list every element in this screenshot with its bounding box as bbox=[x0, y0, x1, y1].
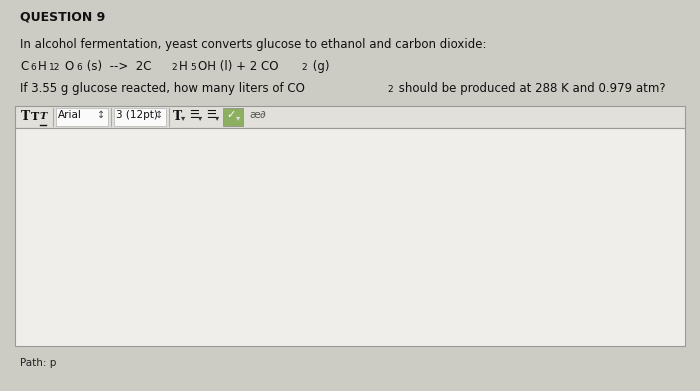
Text: C: C bbox=[20, 60, 28, 73]
Text: 5: 5 bbox=[190, 63, 196, 72]
Text: Path: p: Path: p bbox=[20, 358, 57, 368]
Text: 3 (12pt): 3 (12pt) bbox=[116, 110, 158, 120]
Text: ✓: ✓ bbox=[226, 110, 235, 120]
Text: ▾: ▾ bbox=[198, 113, 202, 122]
Text: QUESTION 9: QUESTION 9 bbox=[20, 10, 105, 23]
Text: ↕: ↕ bbox=[97, 110, 105, 120]
Bar bbox=[223, 108, 243, 126]
Text: OH (l) + 2 CO: OH (l) + 2 CO bbox=[197, 60, 278, 73]
Text: H: H bbox=[38, 60, 47, 73]
Bar bbox=[114, 108, 166, 126]
Text: ▾: ▾ bbox=[215, 113, 219, 122]
Text: T: T bbox=[31, 111, 39, 122]
Text: 2: 2 bbox=[302, 63, 307, 72]
Text: ☰: ☰ bbox=[206, 110, 216, 120]
Text: O: O bbox=[64, 60, 74, 73]
Text: In alcohol fermentation, yeast converts glucose to ethanol and carbon dioxide:: In alcohol fermentation, yeast converts … bbox=[20, 38, 486, 51]
Text: T: T bbox=[173, 110, 182, 123]
Text: (s)  -->  2C: (s) --> 2C bbox=[83, 60, 152, 73]
Text: T: T bbox=[40, 112, 48, 121]
Text: ∂: ∂ bbox=[259, 110, 265, 120]
Text: 6: 6 bbox=[76, 63, 82, 72]
Text: If 3.55 g glucose reacted, how many liters of CO: If 3.55 g glucose reacted, how many lite… bbox=[20, 82, 305, 95]
Text: H: H bbox=[179, 60, 188, 73]
Text: T: T bbox=[21, 110, 30, 123]
Text: 2: 2 bbox=[388, 86, 393, 95]
Text: (g): (g) bbox=[309, 60, 330, 73]
Text: should be produced at 288 K and 0.979 atm?: should be produced at 288 K and 0.979 at… bbox=[395, 82, 666, 95]
Bar bbox=[15, 106, 685, 128]
Text: 12: 12 bbox=[50, 63, 61, 72]
Text: ↕: ↕ bbox=[155, 110, 163, 120]
Text: æ: æ bbox=[249, 110, 260, 120]
Text: ▾: ▾ bbox=[181, 113, 186, 122]
Text: ☰: ☰ bbox=[189, 110, 199, 120]
Bar bbox=[56, 108, 108, 126]
Text: ▾: ▾ bbox=[236, 113, 240, 122]
Text: 6: 6 bbox=[31, 63, 36, 72]
Text: Arial: Arial bbox=[58, 110, 82, 120]
Text: 2: 2 bbox=[172, 63, 177, 72]
Bar bbox=[15, 128, 685, 346]
